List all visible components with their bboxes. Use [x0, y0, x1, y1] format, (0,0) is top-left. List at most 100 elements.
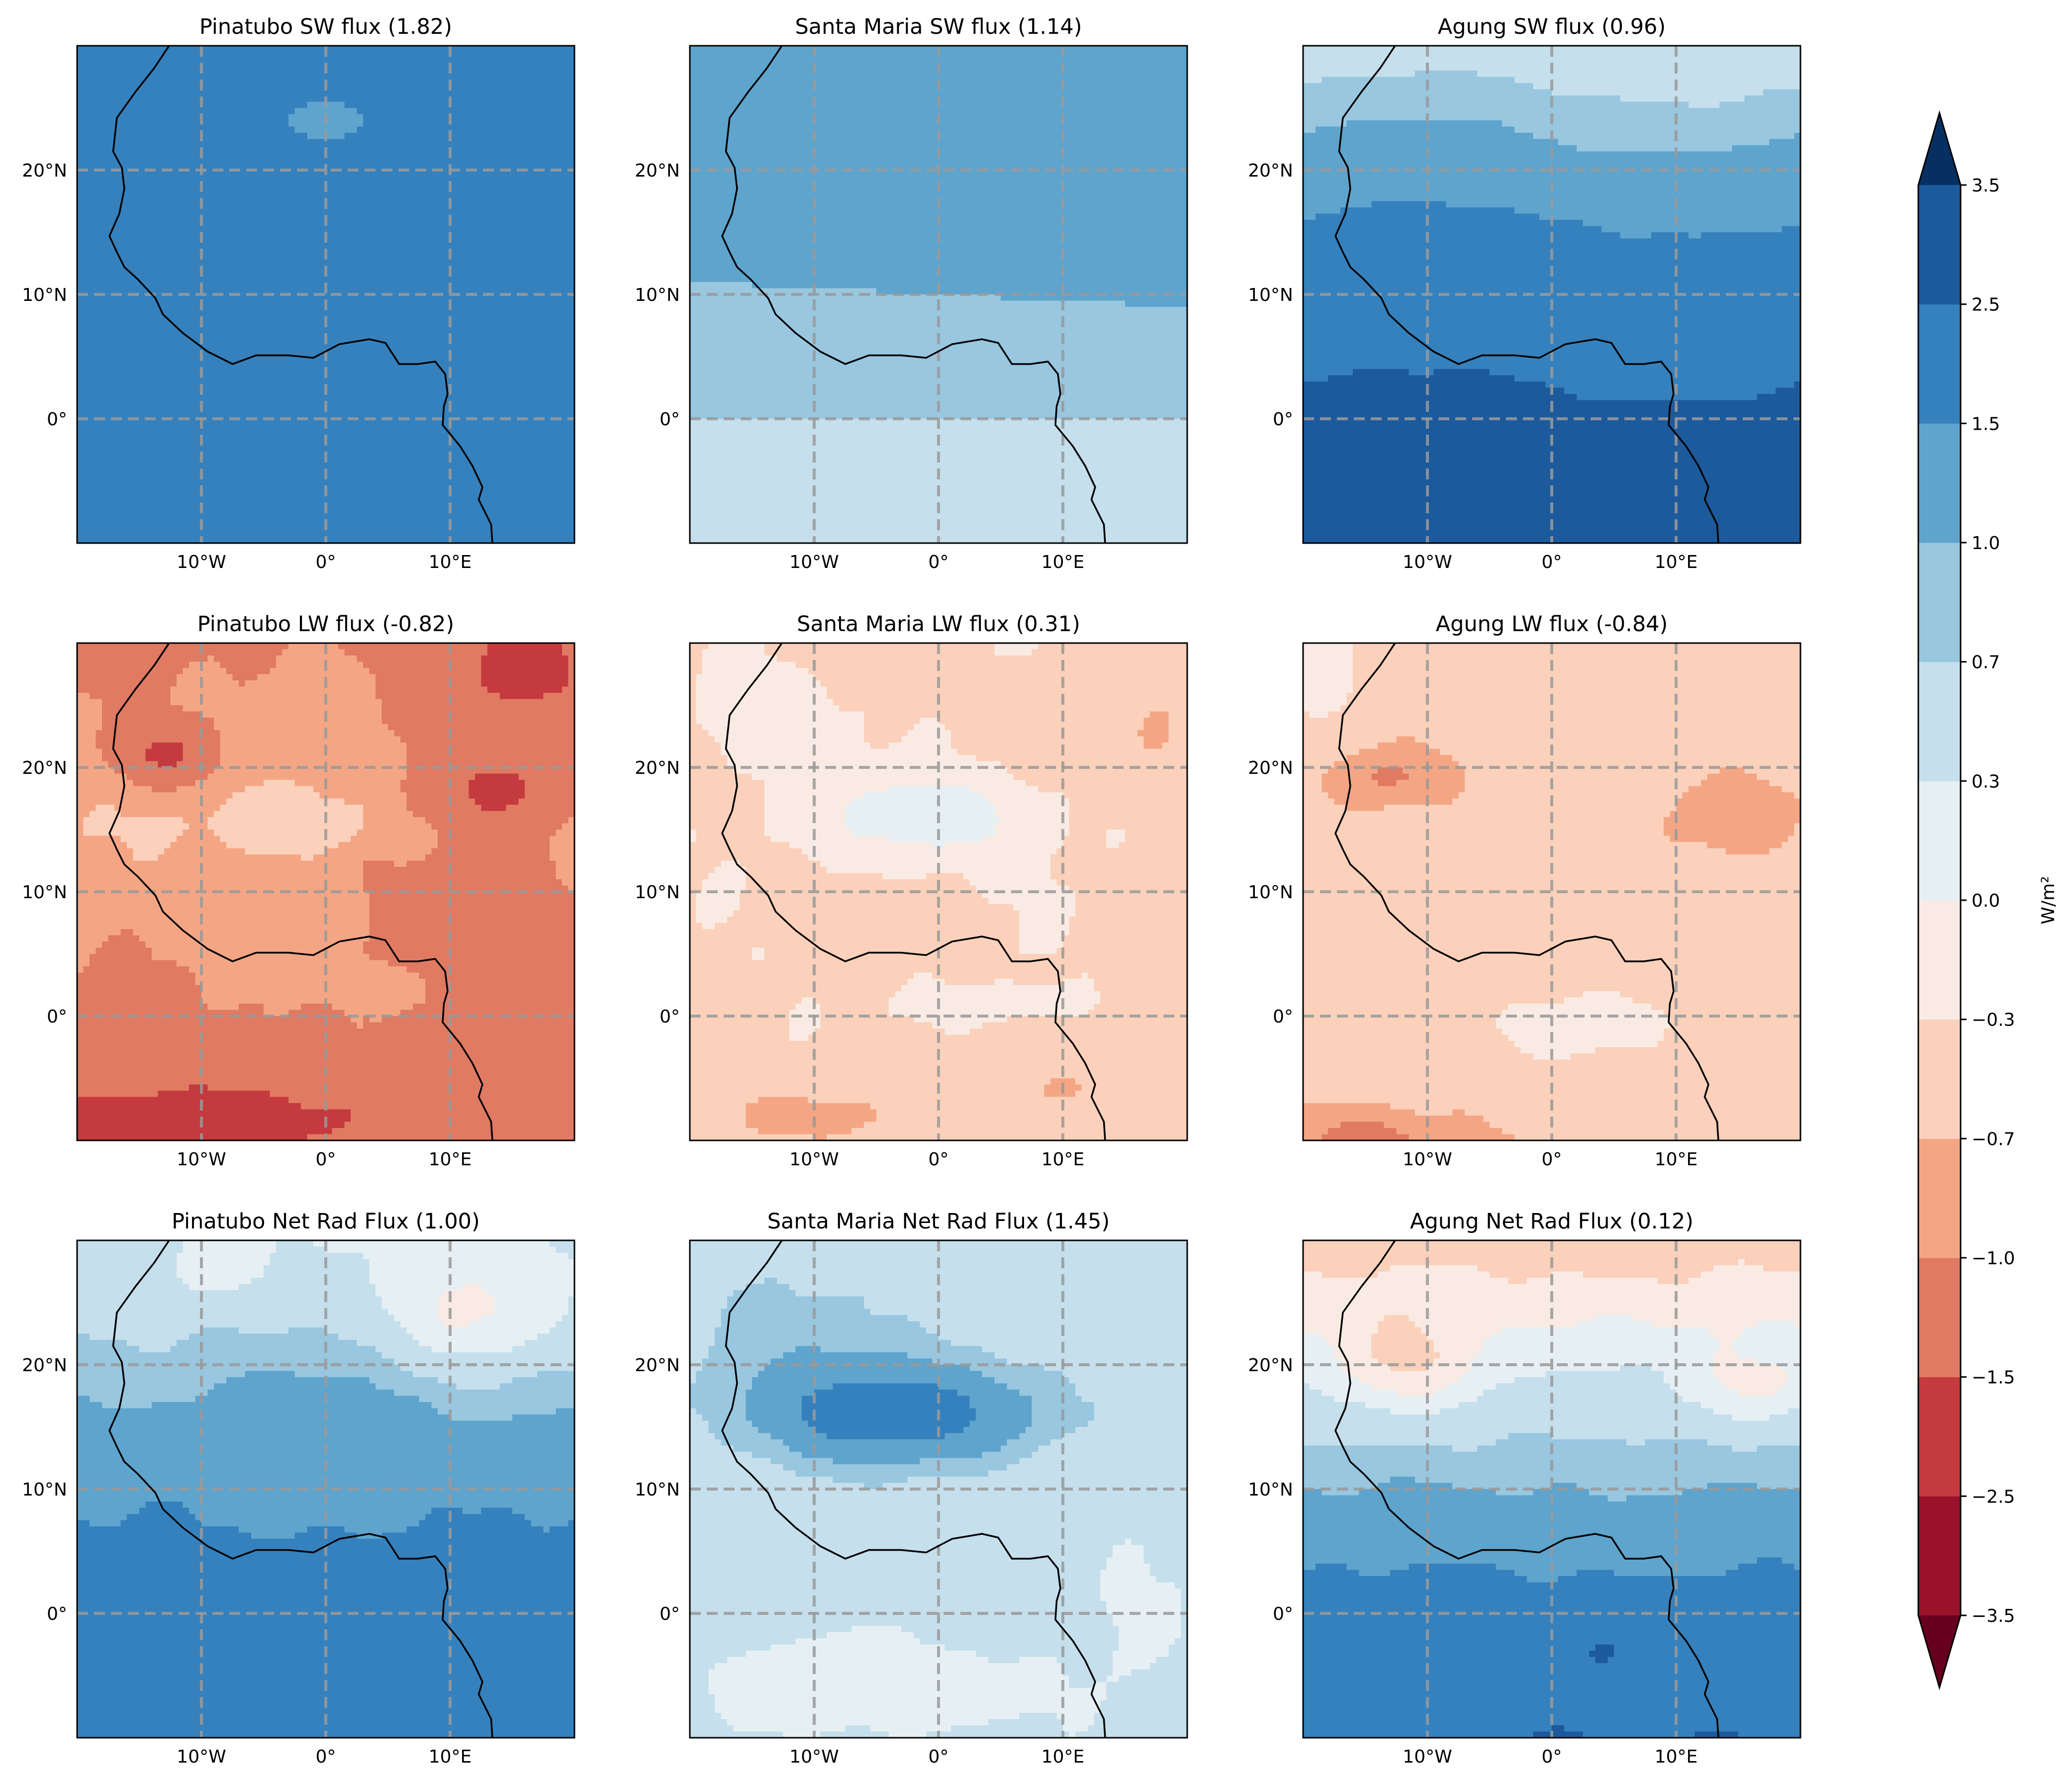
panel-title: Agung SW flux (0.96): [1438, 14, 1666, 39]
x-tick-label: 0°: [316, 552, 336, 572]
colorbar-tick-label: 0.3: [1972, 771, 2000, 792]
coastline: [108, 643, 493, 1140]
map-panel: Santa Maria Net Rad Flux (1.45) 10°W 0° 10°…: [635, 1209, 1188, 1767]
colorbar-block: [1918, 1496, 1961, 1616]
y-tick-label: 0°: [47, 1604, 67, 1624]
gridlines: [1303, 1240, 1800, 1738]
map-panel: Pinatubo LW flux (-0.82) 10°W 0° 10°E 0° 10°N…: [22, 612, 575, 1170]
y-tick-label: 20°N: [1248, 758, 1293, 778]
gridlines: [690, 46, 1187, 543]
map-panel: Santa Maria LW flux (0.31) 10°W 0° 10°E 0° 10…: [635, 612, 1188, 1170]
gridlines: [1303, 46, 1800, 543]
y-tick-label: 0°: [1273, 409, 1293, 430]
map-panel: Pinatubo SW flux (1.82) 10°W 0° 10°E 0° 10°N 2…: [22, 14, 575, 572]
colorbar-block: [1918, 1138, 1961, 1258]
coastline: [108, 1240, 493, 1738]
map-panel: Agung LW flux (-0.84) 10°W 0° 10°E 0° 10°N 20°…: [1248, 612, 1801, 1170]
colorbar-under-arrow: [1918, 1615, 1961, 1687]
colorbar-tick-label: −1.5: [1972, 1368, 2015, 1388]
gridlines: [690, 643, 1187, 1140]
colorbar-block: [1918, 661, 1961, 781]
colorbar-tick-label: 0.7: [1972, 653, 2000, 673]
y-tick-label: 10°N: [635, 882, 680, 903]
coastline: [721, 643, 1106, 1140]
colorbar-block: [1918, 1377, 1961, 1497]
colorbar-block: [1918, 1258, 1961, 1378]
x-tick-label: 10°W: [1403, 1149, 1452, 1170]
colorbar-tick-label: 1.5: [1972, 414, 2000, 434]
colorbar-over-arrow: [1918, 113, 1961, 185]
x-tick-label: 10°E: [429, 1747, 472, 1767]
panel-title: Agung LW flux (-0.84): [1436, 612, 1668, 637]
panel-title: Santa Maria LW flux (0.31): [797, 612, 1080, 637]
x-tick-label: 0°: [929, 1747, 949, 1767]
x-tick-label: 10°E: [429, 552, 472, 572]
x-tick-label: 0°: [316, 1149, 336, 1170]
y-tick-label: 10°N: [1248, 882, 1293, 903]
y-tick-label: 10°N: [1248, 285, 1293, 305]
map-frame: [1302, 1239, 1801, 1739]
colorbar-block: [1918, 185, 1961, 305]
gridlines: [690, 1240, 1187, 1738]
map-panels: Pinatubo SW flux (1.82) 10°W 0° 10°E 0° 10°N 2…: [22, 14, 1801, 1767]
y-tick-label: 0°: [659, 1604, 680, 1624]
y-tick-label: 0°: [1273, 1604, 1293, 1624]
x-tick-label: 10°W: [177, 552, 226, 572]
y-tick-label: 0°: [1273, 1007, 1293, 1027]
colorbar-ticks: −3.5 −2.5 −1.5 −1.0 −0.7 −0.3 0.0 0.3 0.7 1.0 1.5 2…: [1961, 176, 2015, 1626]
colorbar-block: [1918, 423, 1961, 543]
map-frame: [689, 45, 1188, 544]
panel-title: Pinatubo LW flux (-0.82): [197, 612, 454, 637]
flux-field: [690, 1240, 1187, 1738]
colorbar-block: [1918, 1019, 1961, 1139]
x-tick-label: 0°: [1542, 1747, 1562, 1767]
colorbar-tick-label: 0.0: [1972, 891, 2000, 911]
map-panel: Agung SW flux (0.96) 10°W 0° 10°E 0° 10°N 20°N: [1248, 14, 1801, 572]
x-tick-label: 10°W: [789, 1747, 839, 1767]
panel-title: Pinatubo SW flux (1.82): [199, 14, 452, 39]
colorbar-blocks: [1917, 110, 1962, 1690]
x-tick-label: 10°W: [789, 1149, 839, 1170]
x-tick-label: 10°E: [1041, 1747, 1085, 1767]
coastline: [721, 1240, 1106, 1738]
map-panel: Santa Maria SW flux (1.14) 10°W 0° 10°E 0° 10…: [635, 14, 1188, 572]
map-frame: [1302, 642, 1801, 1141]
flux-field: [77, 46, 574, 543]
colorbar-tick-label: −0.3: [1972, 1010, 2015, 1031]
flux-field: [690, 46, 1187, 543]
panel-title: Santa Maria SW flux (1.14): [795, 14, 1082, 39]
panel-title: Santa Maria Net Rad Flux (1.45): [767, 1209, 1110, 1234]
map-frame: [689, 1239, 1188, 1739]
y-tick-label: 10°N: [22, 285, 67, 305]
x-tick-label: 10°E: [1655, 552, 1698, 572]
colorbar-block: [1918, 781, 1961, 901]
colorbar-tick-label: 1.0: [1972, 533, 2000, 554]
colorbar-tick-label: −3.5: [1972, 1606, 2015, 1626]
x-tick-label: 0°: [1542, 552, 1562, 572]
y-tick-label: 20°N: [1248, 161, 1293, 181]
y-tick-label: 0°: [659, 1007, 680, 1027]
x-tick-label: 0°: [316, 1747, 336, 1767]
gridlines: [77, 46, 574, 543]
gridlines: [77, 643, 574, 1140]
y-tick-label: 20°N: [22, 758, 67, 778]
coastline: [1334, 1240, 1719, 1738]
y-tick-label: 0°: [47, 1007, 67, 1027]
colorbar-tick-label: 2.5: [1972, 295, 2000, 315]
colorbar-block: [1918, 900, 1961, 1020]
gridlines: [1303, 643, 1800, 1140]
x-tick-label: 0°: [1542, 1149, 1562, 1170]
y-tick-label: 0°: [47, 409, 67, 430]
panel-title: Agung Net Rad Flux (0.12): [1410, 1209, 1694, 1234]
y-tick-label: 20°N: [635, 161, 680, 181]
y-tick-label: 10°N: [635, 1480, 680, 1500]
x-tick-label: 10°E: [1655, 1747, 1698, 1767]
coastline: [108, 46, 493, 543]
colorbar-label: W/m²: [2038, 876, 2059, 924]
map-panel: Pinatubo Net Rad Flux (1.00) 10°W 0° 10°E 0°…: [22, 1209, 575, 1767]
y-tick-label: 10°N: [22, 882, 67, 903]
panel-title: Pinatubo Net Rad Flux (1.00): [172, 1209, 480, 1234]
colorbar-tick-label: −0.7: [1972, 1129, 2015, 1149]
x-tick-label: 10°W: [177, 1149, 226, 1170]
